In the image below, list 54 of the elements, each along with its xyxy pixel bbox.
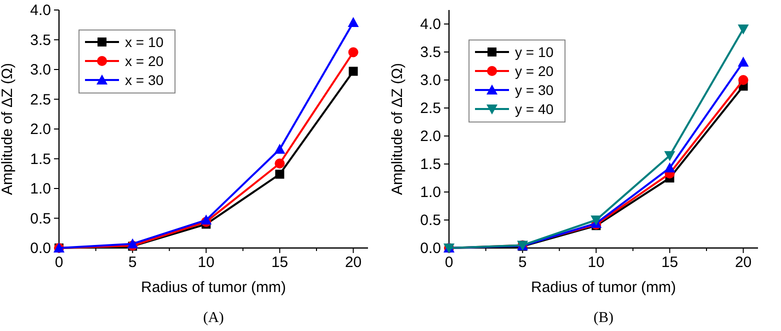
y-axis-title: Amplitude of ΔZ (Ω): [389, 62, 406, 196]
x-tick-label: 5: [128, 254, 137, 271]
y-tick-label: 0.5: [420, 212, 441, 229]
legend-label: x = 10: [125, 34, 164, 50]
y-tick-label: 1.0: [420, 184, 441, 201]
x-tick-label: 15: [271, 254, 288, 271]
legend-label: y = 10: [515, 44, 554, 60]
y-tick-label: 1.5: [30, 150, 51, 168]
x-tick-label: 0: [444, 254, 454, 271]
point: [275, 170, 284, 179]
x-tick-label: 0: [54, 254, 64, 271]
legend-label: y = 20: [515, 63, 554, 79]
y-axis-title: Amplitude of ΔZ (Ω): [0, 62, 16, 196]
point: [664, 162, 676, 172]
point: [664, 151, 676, 162]
y-tick-label: 0.5: [30, 210, 51, 228]
point: [274, 158, 285, 169]
point: [738, 75, 748, 85]
text: (A): [203, 310, 224, 326]
point: [590, 216, 602, 226]
x-tick-label: 5: [518, 254, 527, 271]
x-tick-label: 10: [588, 254, 604, 271]
y-tick-label: 3.0: [420, 72, 441, 89]
point: [274, 144, 286, 154]
x-tick-label: 15: [661, 254, 678, 271]
legend-label: x = 20: [125, 53, 164, 69]
y-tick-label: 1.5: [420, 156, 441, 173]
x-axis-title: Radius of tumor (mm): [530, 279, 676, 296]
y-tick-label: 3.0: [30, 62, 51, 78]
x-axis-title: Radius of tumor (mm): [140, 279, 286, 296]
point: [738, 56, 749, 67]
point: [127, 238, 138, 248]
point: [738, 24, 749, 35]
legend-label: x = 30: [125, 72, 164, 88]
y-tick-label: 0.0: [420, 240, 441, 257]
y-tick-label: 4.0: [30, 2, 51, 19]
point: [348, 66, 358, 76]
x-tick-label: 20: [344, 254, 362, 271]
point: [348, 16, 359, 27]
x-tick-label: 10: [198, 254, 214, 271]
point: [348, 47, 358, 58]
y-tick-label: 0.0: [30, 240, 51, 257]
text: (B): [594, 310, 614, 326]
y-tick-label: 2.5: [30, 91, 51, 108]
y-tick-label: 2.0: [420, 128, 441, 145]
y-tick-label: 2.5: [420, 100, 441, 117]
x-tick-label: 20: [734, 254, 752, 271]
y-tick-label: 2.0: [30, 121, 51, 138]
y-tick-label: 4.0: [420, 16, 441, 33]
y-tick-label: 3.5: [30, 32, 51, 49]
legend-label: y = 40: [515, 101, 554, 117]
legend-label: y = 30: [515, 82, 554, 98]
y-tick-label: 3.5: [420, 44, 441, 61]
y-tick-label: 1.0: [30, 180, 51, 198]
